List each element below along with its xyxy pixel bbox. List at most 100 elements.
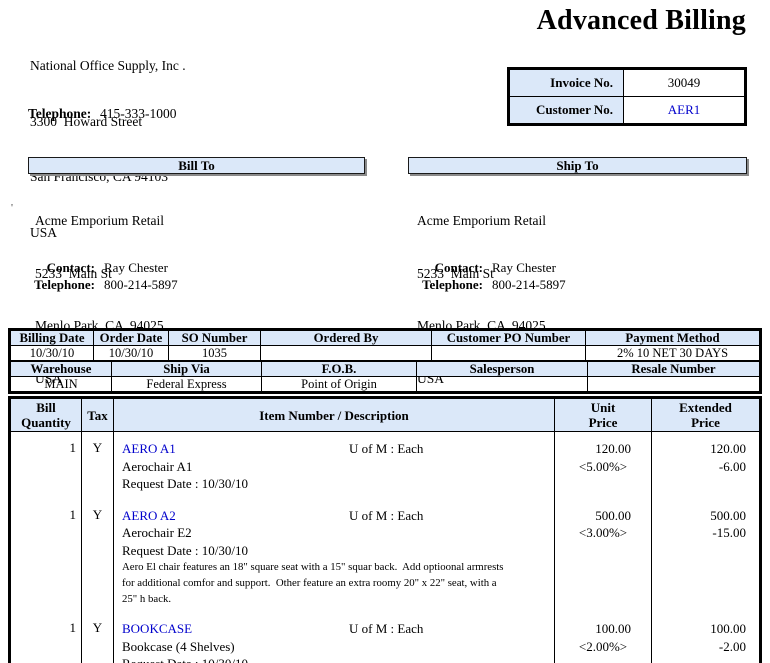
item-number-link[interactable]: AERO A2 <box>122 507 176 523</box>
item-number-link[interactable]: BOOKCASE <box>122 621 193 636</box>
item-long-description-line: Aero El chair features an 18" square sea… <box>122 561 504 573</box>
unit-discount-pct: <5.00%> <box>578 458 628 474</box>
item-extended-price-cell: 500.00 -15.00 <box>651 498 760 607</box>
item-name: Aerochair A1 <box>122 458 193 474</box>
extended-price: 100.00 <box>710 621 746 636</box>
item-extended-price-cell: 100.00 -2.00 <box>651 607 760 663</box>
customer-no-link[interactable]: AER1 <box>623 96 745 124</box>
ship-to-contact-label: Contact: <box>434 260 483 275</box>
order-info-table: Billing Date Order Date SO Number Ordere… <box>8 328 762 394</box>
ship-to-contact-block: Contact: Ray Chester Telephone: 800-214-… <box>407 259 566 293</box>
order-date-value: 10/30/10 <box>93 345 169 361</box>
item-quantity: 1 <box>10 498 82 607</box>
ship-to-telephone-value: 800-214-5897 <box>492 277 566 292</box>
bill-to-contact-label: Contact: <box>46 260 95 275</box>
order-info-value-row-1: 10/30/10 10/30/10 1035 2% 10 NET 30 DAYS <box>10 345 760 361</box>
resale-number-value <box>587 376 760 392</box>
order-date-header: Order Date <box>93 330 169 346</box>
unit-discount-pct: <2.00%> <box>578 638 628 654</box>
ordered-by-value <box>260 345 432 361</box>
item-quantity: 1 <box>10 431 82 499</box>
order-info-header-row-1: Billing Date Order Date SO Number Ordere… <box>10 330 760 346</box>
invoice-no-label: Invoice No. <box>509 69 624 97</box>
customer-po-value <box>431 345 586 361</box>
item-row-aero-a2: 1 Y AERO A2 U of M : Each Aerochair E2 R… <box>10 498 760 607</box>
warehouse-value: MAIN <box>10 376 112 392</box>
payment-method-header: Payment Method <box>585 330 760 346</box>
item-tax-flag: Y <box>81 498 114 607</box>
ship-to-contact-row: Contact: Ray Chester <box>407 259 566 276</box>
ship-via-header: Ship Via <box>111 361 262 377</box>
ordered-by-header: Ordered By <box>260 330 432 346</box>
salesperson-value <box>416 376 588 392</box>
bill-to-contact-block: Contact: Ray Chester Telephone: 800-214-… <box>27 259 178 293</box>
ship-to-contact-value: Ray Chester <box>492 260 556 275</box>
company-telephone-label: Telephone: <box>28 106 92 121</box>
item-request-date: Request Date : 10/30/10 <box>122 655 554 663</box>
extended-discount: -2.00 <box>718 638 746 654</box>
payment-method-value: 2% 10 NET 30 DAYS <box>585 345 760 361</box>
warehouse-header: Warehouse <box>10 361 112 377</box>
item-long-description-line: for additional comfor and support. Other… <box>122 577 497 589</box>
item-unit-price-cell: 500.00 <3.00%> <box>554 498 652 607</box>
item-uom: U of M : Each <box>349 441 424 456</box>
billing-date-value: 10/30/10 <box>10 345 94 361</box>
bill-to-telephone-value: 800-214-5897 <box>104 277 178 292</box>
unit-price: 100.00 <box>595 621 631 636</box>
company-country: USA <box>30 224 58 240</box>
item-tax-flag: Y <box>81 607 114 663</box>
fob-value: Point of Origin <box>261 376 417 392</box>
item-long-description-line: 25" h back. <box>122 593 172 605</box>
customer-no-row: Customer No. AER1 <box>509 96 745 124</box>
item-description-cell: AERO A1 U of M : Each Aerochair A1 Reque… <box>113 431 555 499</box>
item-tax-flag: Y <box>81 431 114 499</box>
page-title: Advanced Billing <box>536 5 746 36</box>
salesperson-header: Salesperson <box>416 361 588 377</box>
ship-to-name: Acme Emporium Retail <box>417 213 546 228</box>
unit-price: 120.00 <box>595 441 631 456</box>
item-name: Aerochair E2 <box>122 525 192 540</box>
bill-to-telephone-label: Telephone: <box>34 277 95 292</box>
unit-price-header: Unit Price <box>554 398 652 432</box>
item-unit-price-cell: 100.00 <2.00%> <box>554 607 652 663</box>
bill-to-street: 5233 Main St <box>35 265 112 281</box>
fob-header: F.O.B. <box>261 361 417 377</box>
so-number-value: 1035 <box>168 345 261 361</box>
billing-date-header: Billing Date <box>10 330 94 346</box>
bill-to-header-bar: Bill To <box>28 157 365 174</box>
company-name: National Office Supply, Inc . <box>30 58 186 73</box>
extended-discount: -15.00 <box>712 525 746 540</box>
bill-to-telephone-row: Telephone: 800-214-5897 <box>27 276 178 293</box>
ship-to-header-bar: Ship To <box>408 157 747 174</box>
extended-price-header: Extended Price <box>651 398 760 432</box>
item-number-link[interactable]: AERO A1 <box>122 441 176 456</box>
invoice-number-box: Invoice No. 30049 Customer No. AER1 <box>507 67 747 126</box>
item-description-header: Item Number / Description <box>113 398 555 432</box>
order-info-table-bottom: Warehouse Ship Via F.O.B. Salesperson Re… <box>10 361 760 392</box>
so-number-header: SO Number <box>168 330 261 346</box>
order-info-value-row-2: MAIN Federal Express Point of Origin <box>10 376 760 392</box>
ship-to-telephone-row: Telephone: 800-214-5897 <box>407 276 566 293</box>
unit-price: 500.00 <box>595 507 631 523</box>
item-request-date: Request Date : 10/30/10 <box>122 542 249 558</box>
bill-to-contact-row: Contact: Ray Chester <box>27 259 178 276</box>
item-quantity: 1 <box>10 607 82 663</box>
extended-price: 120.00 <box>710 441 746 456</box>
customer-po-header: Customer PO Number <box>431 330 586 346</box>
item-extended-price-cell: 120.00 -6.00 <box>651 431 760 499</box>
item-name: Bookcase (4 Shelves) <box>122 638 235 654</box>
resale-number-header: Resale Number <box>587 361 760 377</box>
item-description-cell: BOOKCASE U of M : Each Bookcase (4 Shelv… <box>113 607 555 663</box>
item-unit-price-cell: 120.00 <5.00%> <box>554 431 652 499</box>
customer-no-label: Customer No. <box>509 96 624 124</box>
ship-to-street: 5233 Main St <box>417 265 494 281</box>
company-telephone-value: 415-333-1000 <box>100 106 177 121</box>
tax-header: Tax <box>81 398 114 432</box>
company-telephone-row: Telephone: 415-333-1000 <box>28 106 177 122</box>
item-uom: U of M : Each <box>349 507 424 523</box>
item-request-date: Request Date : 10/30/10 <box>122 476 249 491</box>
item-uom: U of M : Each <box>349 621 424 636</box>
invoice-no-value: 30049 <box>623 69 745 97</box>
ship-via-value: Federal Express <box>111 376 262 392</box>
